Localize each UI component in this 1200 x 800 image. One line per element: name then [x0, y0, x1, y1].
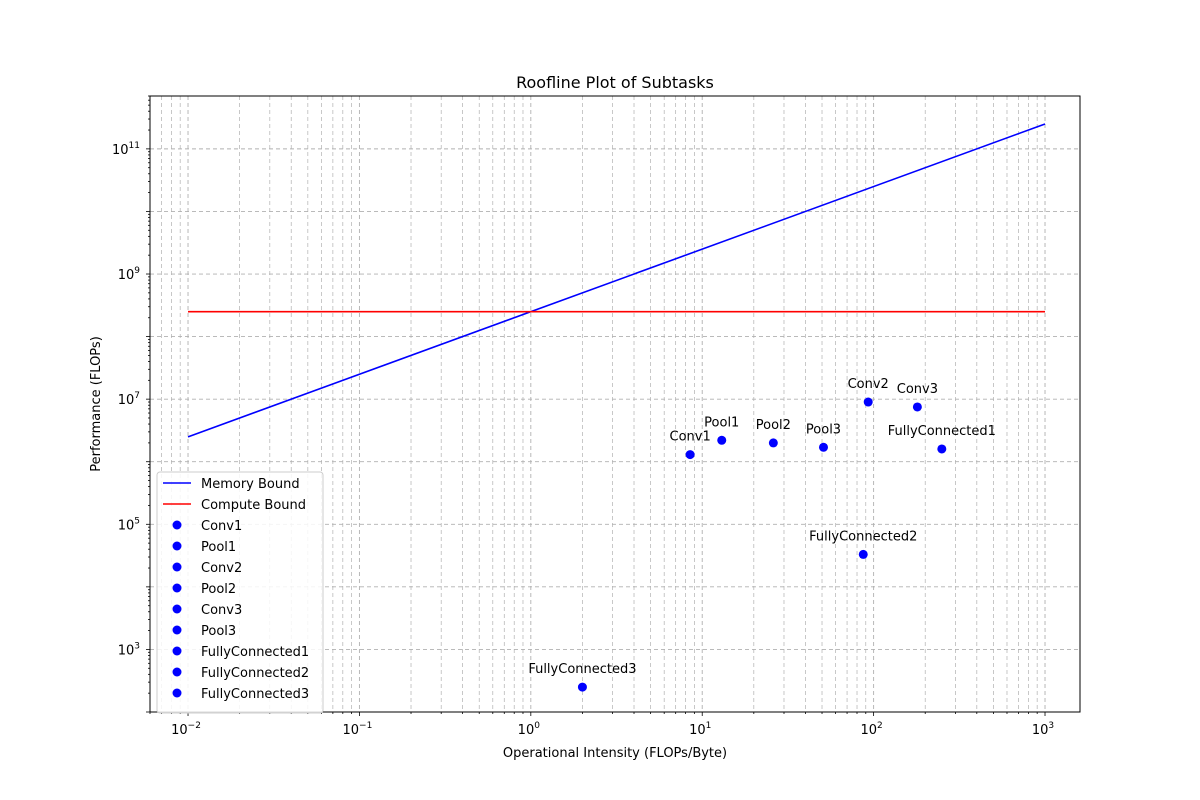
point-label-conv1: Conv1	[670, 430, 711, 445]
legend-label: Conv1	[201, 519, 242, 534]
legend-label: FullyConnected1	[201, 645, 309, 660]
point-label-conv3: Conv3	[897, 382, 938, 397]
legend-label: Memory Bound	[201, 477, 300, 492]
legend: Memory Bound Compute Bound Conv1 Pool1 Conv2…	[156, 471, 324, 714]
legend-label: Conv3	[201, 603, 242, 618]
point-label-fullyconnected3: FullyConnected3	[528, 662, 636, 677]
legend-label: Pool1	[201, 540, 236, 555]
y-tick-label: 1011	[112, 141, 140, 158]
point-label-fullyconnected1: FullyConnected1	[888, 424, 996, 439]
point-fullyconnected3	[577, 682, 587, 692]
x-tick-label: 102	[860, 721, 882, 738]
point-pool1	[717, 435, 727, 445]
series-line-memory-bound	[187, 123, 1046, 438]
legend-label: FullyConnected2	[201, 666, 309, 681]
point-label-conv2: Conv2	[848, 377, 889, 392]
legend-swatch-point	[172, 541, 182, 551]
legend-swatch-point	[172, 520, 182, 530]
x-tick-label: 103	[1032, 721, 1054, 738]
point-label-pool1: Pool1	[704, 415, 739, 430]
x-tick-label: 100	[518, 721, 541, 738]
legend-label: Compute Bound	[201, 498, 306, 513]
scatter-points	[577, 397, 947, 692]
legend-swatch-point	[172, 667, 182, 677]
x-tick-label: 10−2	[171, 721, 201, 738]
point-label-pool3: Pool3	[806, 422, 841, 437]
point-conv1	[685, 450, 695, 460]
x-axis-label: Operational Intensity (FLOPs/Byte)	[503, 746, 727, 761]
legend-box	[156, 471, 324, 714]
chart-title: Roofline Plot of Subtasks	[516, 73, 714, 92]
series-layer	[187, 123, 1046, 438]
legend-swatch-point	[172, 646, 182, 656]
legend-label: FullyConnected3	[201, 687, 309, 702]
y-tick-label: 107	[118, 391, 140, 408]
point-label-pool2: Pool2	[756, 418, 791, 433]
axis-ticks: 10−2 10−1 100 101 102 103 103 105 107 109 1011	[112, 95, 1054, 738]
point-pool3	[818, 442, 828, 452]
point-fullyconnected1	[937, 444, 947, 454]
plot-frame	[149, 95, 1081, 713]
y-tick-label: 103	[118, 641, 140, 658]
legend-label: Pool3	[201, 624, 236, 639]
point-pool2	[768, 438, 778, 448]
legend-swatch-point	[172, 562, 182, 572]
x-tick-label: 10−1	[343, 721, 373, 738]
y-axis-label: Performance (FLOPs)	[89, 336, 104, 472]
point-label-fullyconnected2: FullyConnected2	[809, 529, 917, 544]
y-tick-label: 105	[118, 516, 140, 533]
point-conv3	[912, 402, 922, 412]
point-conv2	[863, 397, 873, 407]
legend-label: Pool2	[201, 582, 236, 597]
legend-swatch-point	[172, 583, 182, 593]
y-tick-label: 109	[118, 266, 141, 283]
x-tick-label: 101	[689, 721, 711, 738]
legend-swatch-point	[172, 604, 182, 614]
point-fullyconnected2	[858, 549, 868, 559]
legend-swatch-point	[172, 688, 182, 698]
legend-swatch-point	[172, 625, 182, 635]
legend-label: Conv2	[201, 561, 242, 576]
